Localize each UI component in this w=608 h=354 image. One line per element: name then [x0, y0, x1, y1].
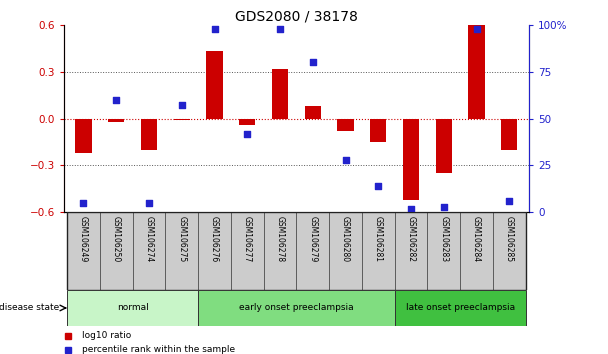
Point — [505, 198, 514, 204]
Bar — [75, 119, 92, 153]
Text: GSM106285: GSM106285 — [505, 216, 514, 262]
Point — [144, 200, 154, 206]
Text: normal: normal — [117, 303, 148, 313]
Bar — [165, 212, 198, 290]
Bar — [329, 212, 362, 290]
Bar — [100, 212, 133, 290]
Point — [439, 204, 449, 210]
Point — [243, 131, 252, 136]
Bar — [305, 106, 321, 119]
Point — [111, 97, 121, 103]
Bar — [297, 212, 329, 290]
Text: early onset preeclampsia: early onset preeclampsia — [239, 303, 354, 313]
Text: GSM106284: GSM106284 — [472, 216, 481, 262]
Text: GSM106277: GSM106277 — [243, 216, 252, 263]
Bar — [141, 119, 157, 150]
Bar — [435, 119, 452, 173]
Bar — [206, 51, 223, 119]
Bar — [427, 212, 460, 290]
Bar — [272, 69, 288, 119]
Point — [210, 26, 219, 32]
Text: late onset preeclampsia: late onset preeclampsia — [406, 303, 515, 313]
Bar — [362, 212, 395, 290]
Bar — [133, 212, 165, 290]
Bar — [395, 290, 526, 326]
Point — [308, 59, 317, 65]
Text: percentile rank within the sample: percentile rank within the sample — [83, 345, 235, 354]
Bar — [67, 212, 100, 290]
Point — [275, 26, 285, 32]
Point — [340, 157, 350, 163]
Title: GDS2080 / 38178: GDS2080 / 38178 — [235, 10, 358, 24]
Bar — [370, 119, 387, 142]
Bar — [67, 290, 198, 326]
Text: GSM106279: GSM106279 — [308, 216, 317, 263]
Bar — [239, 119, 255, 125]
Text: GSM106282: GSM106282 — [407, 216, 415, 262]
Text: GSM106249: GSM106249 — [79, 216, 88, 263]
Point — [177, 103, 187, 108]
Text: disease state: disease state — [0, 303, 63, 313]
Bar — [493, 212, 526, 290]
Point — [78, 200, 88, 206]
Text: GSM106280: GSM106280 — [341, 216, 350, 262]
Bar — [264, 212, 297, 290]
Point — [406, 206, 416, 211]
Bar — [231, 212, 264, 290]
Bar — [198, 290, 395, 326]
Bar — [337, 119, 354, 131]
Bar — [108, 119, 125, 122]
Bar — [501, 119, 517, 150]
Point — [472, 26, 482, 32]
Bar — [173, 119, 190, 120]
Point — [373, 183, 383, 189]
Bar — [198, 212, 231, 290]
Text: GSM106274: GSM106274 — [145, 216, 153, 263]
Bar — [403, 119, 420, 200]
Text: GSM106250: GSM106250 — [112, 216, 121, 263]
Text: GSM106275: GSM106275 — [178, 216, 186, 263]
Text: log10 ratio: log10 ratio — [83, 331, 132, 340]
Bar — [468, 25, 485, 119]
Text: GSM106281: GSM106281 — [374, 216, 383, 262]
Text: GSM106278: GSM106278 — [275, 216, 285, 262]
Text: GSM106283: GSM106283 — [440, 216, 448, 262]
Text: GSM106276: GSM106276 — [210, 216, 219, 263]
Bar — [460, 212, 493, 290]
Bar — [395, 212, 427, 290]
